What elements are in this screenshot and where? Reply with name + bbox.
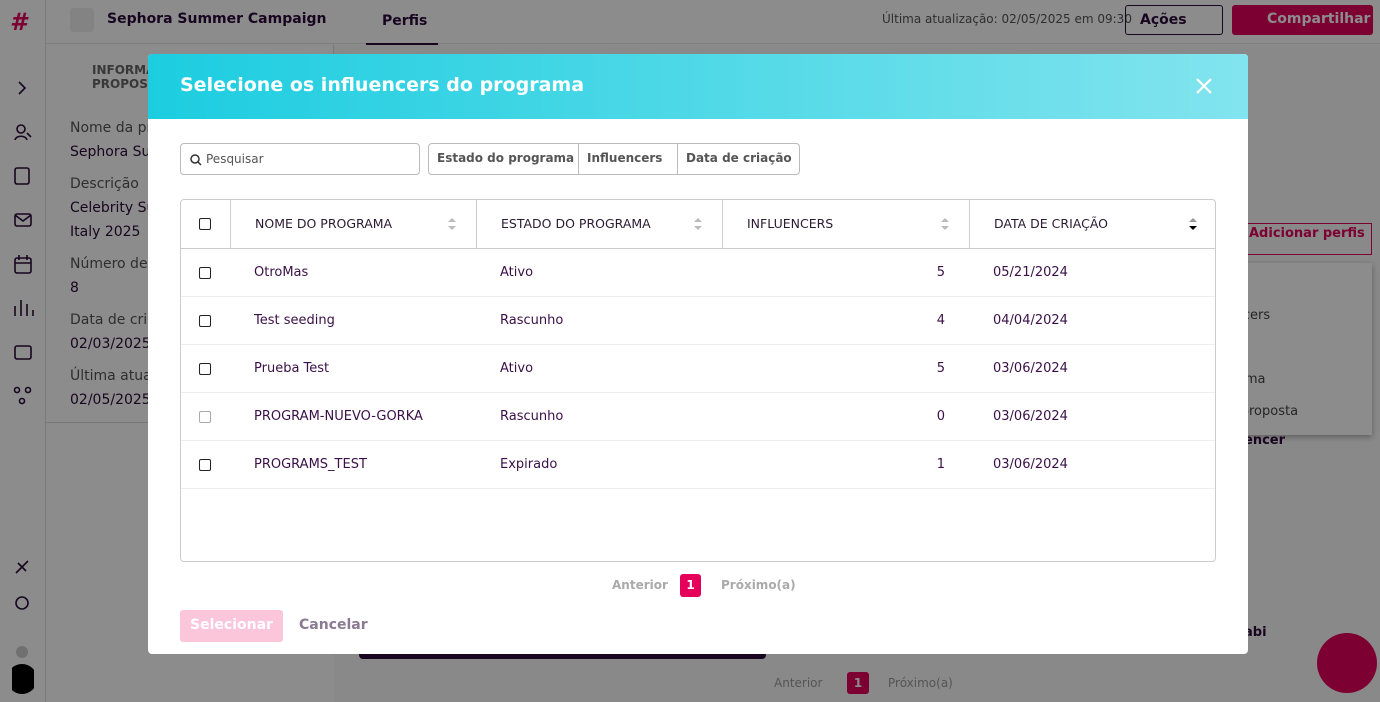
field-value: 8 (70, 280, 79, 296)
scrollbar (359, 651, 766, 659)
tab-underline (366, 43, 438, 45)
sort-icon (448, 218, 456, 230)
field-label: Última atual (70, 368, 156, 384)
table-cell: Test seeding (254, 313, 335, 328)
list-fragment: encer (1244, 433, 1286, 448)
checkbox[interactable] (199, 363, 211, 375)
field-label: Nome da pro (70, 120, 161, 136)
table-cell: 1 (936, 457, 945, 472)
page[interactable]: 1 (847, 672, 869, 694)
filter-label: Data de criação (686, 151, 792, 165)
table-cell: 5 (936, 361, 945, 376)
filter-dropdown[interactable]: Influencers (578, 144, 677, 174)
table-cell: Rascunho (500, 409, 564, 424)
field-value: 02/03/2025 (70, 336, 151, 352)
table-cell: Ativo (500, 361, 534, 376)
table-cell: PROGRAMS_TEST (254, 457, 367, 472)
chat-button[interactable] (1317, 633, 1377, 693)
filter-label: Estado do programa (437, 151, 575, 165)
field-value: Sephora Sur (70, 144, 157, 160)
column-title: INFLUENCERS (747, 216, 834, 231)
cancel-button[interactable]: Cancelar (299, 617, 368, 633)
table-cell: 5 (936, 265, 945, 280)
table-cell: OtroMas (254, 265, 309, 280)
table-row: Prueba Test Ativo 5 03/06/2024 (181, 345, 1215, 393)
checkbox[interactable] (199, 267, 211, 279)
list-fragment: abi (1244, 625, 1267, 640)
prev[interactable]: Anterior (612, 578, 668, 592)
page[interactable]: 1 (680, 574, 701, 597)
sidebar: # (0, 0, 46, 702)
nav-icons (13, 81, 34, 405)
column-header[interactable]: ESTADO DO PROGRAMA (476, 200, 722, 249)
checkbox[interactable] (199, 218, 211, 230)
close-button[interactable] (1196, 78, 1212, 94)
bottom-icons (12, 560, 34, 694)
section-title: PROPOS (92, 77, 148, 91)
select-button[interactable]: Selecionar (180, 610, 283, 642)
column-header[interactable]: INFLUENCERS (722, 200, 969, 249)
back-button[interactable] (70, 8, 94, 32)
sort-icon (941, 218, 949, 230)
field-label: Descrição (70, 176, 139, 192)
search-placeholder: Pesquisar (206, 152, 264, 166)
filter-dropdown[interactable]: Data de criação (677, 144, 801, 174)
table-header: NOME DO PROGRAMA ESTADO DO PROGRAMA INFLUE… (181, 200, 1215, 249)
checkbox[interactable] (199, 411, 211, 423)
checkbox[interactable] (199, 459, 211, 471)
field-value: Celebrity Su (70, 200, 156, 216)
campaign-title: Sephora Summer Campaign (107, 11, 327, 27)
column-title: ESTADO DO PROGRAMA (501, 216, 651, 231)
actions-button[interactable]: Ações (1125, 5, 1223, 35)
next[interactable]: Próximo(a) (888, 676, 953, 690)
field-label: Número de p (70, 256, 161, 272)
column-header[interactable]: NOME DO PROGRAMA (230, 200, 476, 249)
table-row: PROGRAM-NUEVO-GORKA Rascunho 0 03/06/2024 (181, 393, 1215, 441)
table-cell: Ativo (500, 265, 534, 280)
top-bar: Sephora Summer Campaign Perfis Última at… (46, 0, 1380, 45)
table-row: OtroMas Ativo 5 05/21/2024 (181, 249, 1215, 297)
table-cell: PROGRAM-NUEVO-GORKA (254, 409, 423, 424)
table-cell: 4 (936, 313, 945, 328)
modal-header: Selecione os influencers do programa (148, 54, 1248, 119)
modal: Selecione os influencers do programa Pes… (148, 54, 1248, 654)
filter-dropdown[interactable]: Estado do programa (429, 144, 578, 174)
table-cell: 05/21/2024 (993, 265, 1068, 280)
tab[interactable]: Perfis (382, 13, 428, 29)
sort-icon (694, 218, 702, 230)
column-title: DATA DE CRIAÇÃO (994, 216, 1109, 231)
field-label: Data de cria (70, 312, 156, 328)
filter-label: Influencers (587, 151, 663, 165)
table-cell: 03/06/2024 (993, 457, 1068, 472)
table: NOME DO PROGRAMA ESTADO DO PROGRAMA INFLUE… (180, 199, 1216, 562)
share-button[interactable]: Compartilhar (1232, 5, 1373, 35)
table-cell: Expirado (500, 457, 558, 472)
filters: Estado do programa Influencers Data de cri… (428, 143, 800, 175)
field-value: Italy 2025 (70, 224, 141, 240)
table-cell: 03/06/2024 (993, 361, 1068, 376)
table-cell: 04/04/2024 (993, 313, 1068, 328)
column-title: NOME DO PROGRAMA (255, 216, 393, 231)
table-cell: 03/06/2024 (993, 409, 1068, 424)
section-title: INFORMA (92, 63, 156, 77)
checkbox[interactable] (199, 315, 211, 327)
table-row: PROGRAMS_TEST Expirado 1 03/06/2024 (181, 441, 1215, 489)
table-cell: Prueba Test (254, 361, 330, 376)
search-icon (190, 154, 202, 166)
prev[interactable]: Anterior (774, 676, 823, 690)
logo: # (10, 8, 27, 36)
next[interactable]: Próximo(a) (721, 578, 796, 592)
modal-title: Selecione os influencers do programa (180, 74, 585, 96)
last-update: Última atualização: 02/05/2025 em 09:30 (882, 12, 1132, 26)
table-cell: 0 (936, 409, 945, 424)
column-header[interactable]: DATA DE CRIAÇÃO (969, 200, 1215, 249)
search-box[interactable]: Pesquisar (180, 143, 420, 175)
sort-icon (1189, 218, 1197, 230)
field-value: 02/05/2025 (70, 392, 151, 408)
table-cell: Rascunho (500, 313, 564, 328)
table-row: Test seeding Rascunho 4 04/04/2024 (181, 297, 1215, 345)
